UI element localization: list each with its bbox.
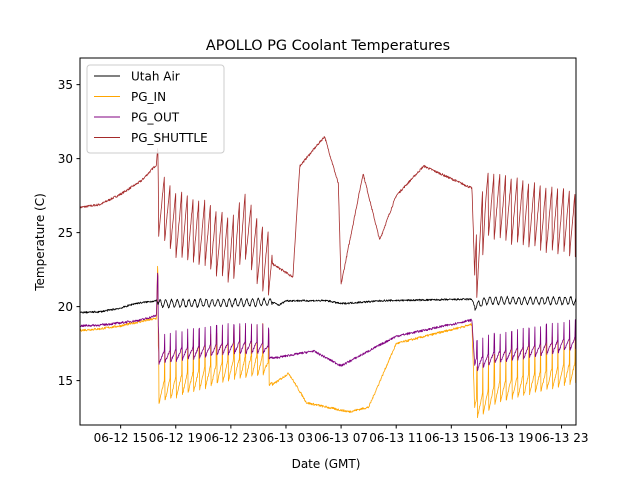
y-tick-label: 35: [58, 78, 73, 92]
x-tick-label: 06-13 03: [259, 431, 313, 445]
legend-label: PG_OUT: [131, 110, 180, 124]
x-axis: 06-12 15 06-12 19 06-12 23 06-13 03 06-13 07…: [94, 425, 589, 445]
x-axis-label: Date (GMT): [292, 457, 361, 471]
x-tick-label: 06-13 07: [314, 431, 368, 445]
y-tick-label: 15: [58, 374, 73, 388]
x-tick-label: 06-13 19: [479, 431, 533, 445]
chart-title: APOLLO PG Coolant Temperatures: [206, 38, 450, 54]
plot-frame: [79, 57, 577, 426]
y-tick-label: 20: [58, 300, 73, 314]
y-axis-label: Temperature (C): [33, 193, 47, 292]
legend-label: PG_SHUTTLE: [131, 131, 208, 145]
y-tick-label: 25: [58, 226, 73, 240]
series-line-pg-in: [80, 265, 576, 419]
series-line-pg-shuttle: [80, 136, 576, 298]
x-tick-label: 06-13 15: [424, 431, 478, 445]
series-line-utah-air: [80, 295, 576, 314]
legend: Utah Air PG_IN PG_OUT PG_SHUTTLE: [86, 64, 225, 154]
y-axis: 15 20 25 30 35: [58, 78, 80, 388]
y-tick-label: 30: [58, 152, 73, 166]
legend-label: PG_IN: [131, 90, 166, 104]
legend-label: Utah Air: [131, 69, 180, 83]
legend-box: [86, 64, 225, 154]
x-tick-label: 06-12 15: [94, 431, 148, 445]
x-tick-label: 06-12 19: [149, 431, 203, 445]
x-tick-label: 06-13 11: [369, 431, 423, 445]
x-tick-label: 06-13 23: [535, 431, 589, 445]
series-layer: [80, 136, 576, 419]
x-tick-label: 06-12 23: [204, 431, 258, 445]
series-line-pg-out: [80, 272, 576, 372]
